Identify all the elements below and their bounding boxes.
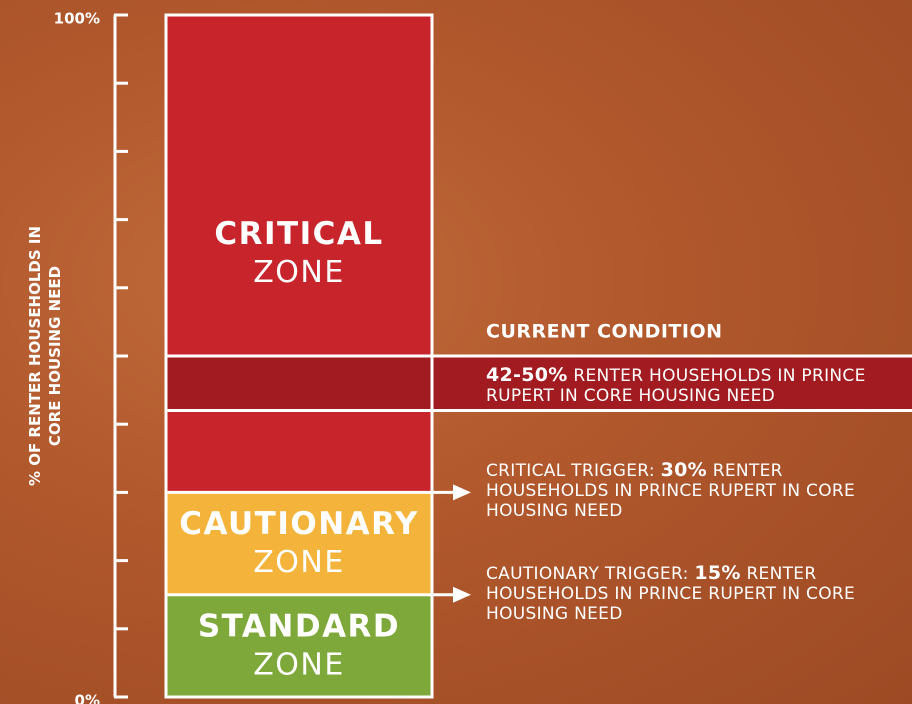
current-value-label: 42-50%: [486, 364, 568, 386]
trigger-prefix: CRITICAL TRIGGER:: [486, 461, 655, 482]
zone: [166, 594, 432, 697]
trigger-note: CAUTIONARY TRIGGER: 15% RENTER HOUSEHOLD…: [486, 563, 866, 624]
zone-name: STANDARD: [198, 608, 400, 644]
trigger-text: RENTER HOUSEHOLDS IN PRINCE RUPERT IN CO…: [486, 563, 856, 624]
current-note: 42-50% RENTER HOUSEHOLDS IN PRINCE RUPER…: [486, 365, 906, 406]
zone: [166, 15, 432, 493]
y-axis-label-line: % OF RENTER HOUSEHOLDS IN: [26, 226, 44, 486]
zone-name: CRITICAL: [214, 216, 383, 252]
y-tick-label: 0%: [75, 692, 100, 704]
column-frame: [164, 13, 434, 699]
zone-suffix: ZONE: [253, 647, 345, 682]
current-text: RENTER HOUSEHOLDS IN PRINCE RUPERT IN CO…: [486, 366, 866, 406]
y-tick-label: 100%: [54, 10, 100, 28]
zone-suffix: ZONE: [253, 545, 345, 580]
arrow-head: [453, 484, 471, 501]
trigger-value-label: 30%: [660, 459, 707, 482]
zone: [166, 492, 432, 595]
zone-suffix: ZONE: [253, 255, 345, 290]
trigger-prefix: CAUTIONARY TRIGGER:: [486, 563, 689, 584]
current-band: [166, 356, 912, 411]
current-title: CURRENT CONDITION: [486, 321, 723, 343]
y-axis-label-line: CORE HOUSING NEED: [46, 266, 64, 446]
zone-name: CAUTIONARY: [179, 506, 419, 542]
trigger-value-label: 15%: [694, 561, 741, 584]
trigger-text: RENTER HOUSEHOLDS IN PRINCE RUPERT IN CO…: [486, 461, 856, 522]
arrow-head: [453, 586, 471, 603]
trigger-note: CRITICAL TRIGGER: 30% RENTER HOUSEHOLDS …: [486, 460, 866, 521]
y-axis-label: % OF RENTER HOUSEHOLDS IN CORE HOUSING NE…: [26, 226, 64, 486]
